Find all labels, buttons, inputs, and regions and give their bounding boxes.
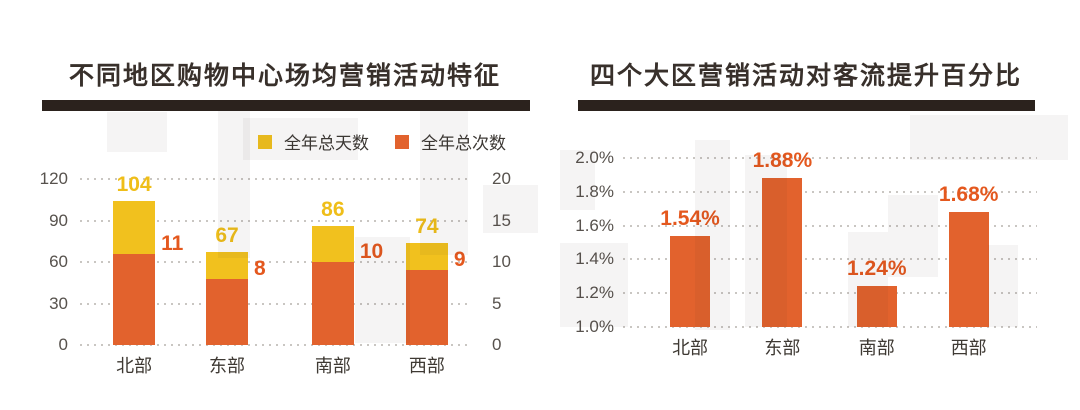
secondary-axis-tick: 0 (492, 335, 502, 354)
uplift-chart-plot: 2.0% 1.8% 1.6% 1.4% 1.2% 1.0% 1.54% 北部 1.88% 东部 1.… (575, 148, 1037, 358)
uplift-bar (948, 212, 989, 327)
uplift-value-label: 1.88% (752, 149, 813, 173)
y-axis-tick: 1.8% (575, 181, 614, 201)
times-value-label: 11 (161, 231, 184, 255)
days-value-label: 86 (321, 198, 345, 222)
times-bar (311, 262, 354, 345)
days-value-label: 74 (415, 214, 439, 238)
category-label: 东部 (209, 356, 245, 376)
uplift-value-label: 1.54% (660, 206, 720, 230)
watermark-block (107, 112, 167, 152)
activity-chart-plot: 120 20 90 15 60 10 30 5 0 0 104 11 北部 67 8 东部 86 10 南部 74 9 西… (40, 169, 511, 376)
secondary-axis-tick: 15 (492, 210, 511, 230)
secondary-axis-tick: 20 (492, 169, 511, 188)
y-axis-tick: 30 (49, 293, 68, 313)
watermark-block (910, 115, 1068, 160)
chart-title-uplift: 四个大区营销活动对客流提升百分比 (589, 62, 1022, 90)
grid-line (80, 344, 472, 346)
category-label: 西部 (950, 338, 987, 358)
y-axis-tick: 90 (49, 210, 68, 230)
legend-swatch-days (258, 134, 272, 149)
y-axis-tick: 1.0% (575, 317, 614, 336)
uplift-bar (670, 235, 711, 327)
uplift-value-label: 1.24% (847, 257, 907, 281)
grid-line (623, 157, 1037, 159)
legend-item-days: 全年总天数 (258, 129, 369, 154)
days-value-label: 67 (215, 224, 239, 248)
grid-line (80, 302, 472, 305)
y-axis-tick: 2.0% (575, 148, 614, 167)
grid-line (623, 190, 1037, 193)
uplift-bar (856, 286, 897, 327)
times-value-label: 9 (453, 248, 466, 272)
legend-swatch-times (395, 134, 409, 149)
y-axis-tick: 1.4% (575, 249, 614, 269)
times-bar (206, 278, 248, 345)
y-axis-tick: 1.6% (575, 215, 614, 235)
times-value-label: 8 (254, 256, 266, 280)
title-divider (578, 100, 1035, 111)
secondary-axis-tick: 5 (492, 293, 502, 313)
grid-line (80, 261, 472, 263)
category-label: 西部 (408, 356, 445, 376)
grid-line (623, 292, 1037, 295)
y-axis-tick: 120 (39, 169, 68, 188)
uplift-bar (762, 178, 803, 327)
times-value-label: 10 (359, 240, 384, 263)
category-label: 东部 (764, 338, 801, 358)
category-label: 南部 (314, 356, 351, 376)
times-bar (405, 270, 448, 345)
legend-label-times: 全年总次数 (421, 134, 506, 153)
category-label: 南部 (858, 338, 895, 358)
chart-title-activity: 不同地区购物中心场均营销活动特征 (68, 62, 501, 90)
grid-line (623, 224, 1037, 227)
category-label: 北部 (672, 338, 709, 358)
days-value-label: 104 (116, 173, 152, 197)
grid-line (80, 178, 472, 180)
grid-line (623, 326, 1037, 328)
category-label: 北部 (116, 356, 153, 376)
legend: 全年总天数 全年总次数 (258, 129, 506, 154)
secondary-axis-tick: 10 (492, 252, 511, 271)
times-bar (113, 253, 156, 345)
y-axis-tick: 0 (58, 335, 68, 354)
grid-line (80, 219, 472, 222)
y-axis-tick: 1.2% (575, 283, 614, 303)
uplift-value-label: 1.68% (938, 183, 999, 207)
legend-label-days: 全年总天数 (284, 134, 369, 153)
y-axis-tick: 60 (49, 252, 68, 271)
grid-line (623, 258, 1037, 261)
title-divider (42, 100, 530, 111)
legend-item-times: 全年总次数 (395, 129, 506, 154)
